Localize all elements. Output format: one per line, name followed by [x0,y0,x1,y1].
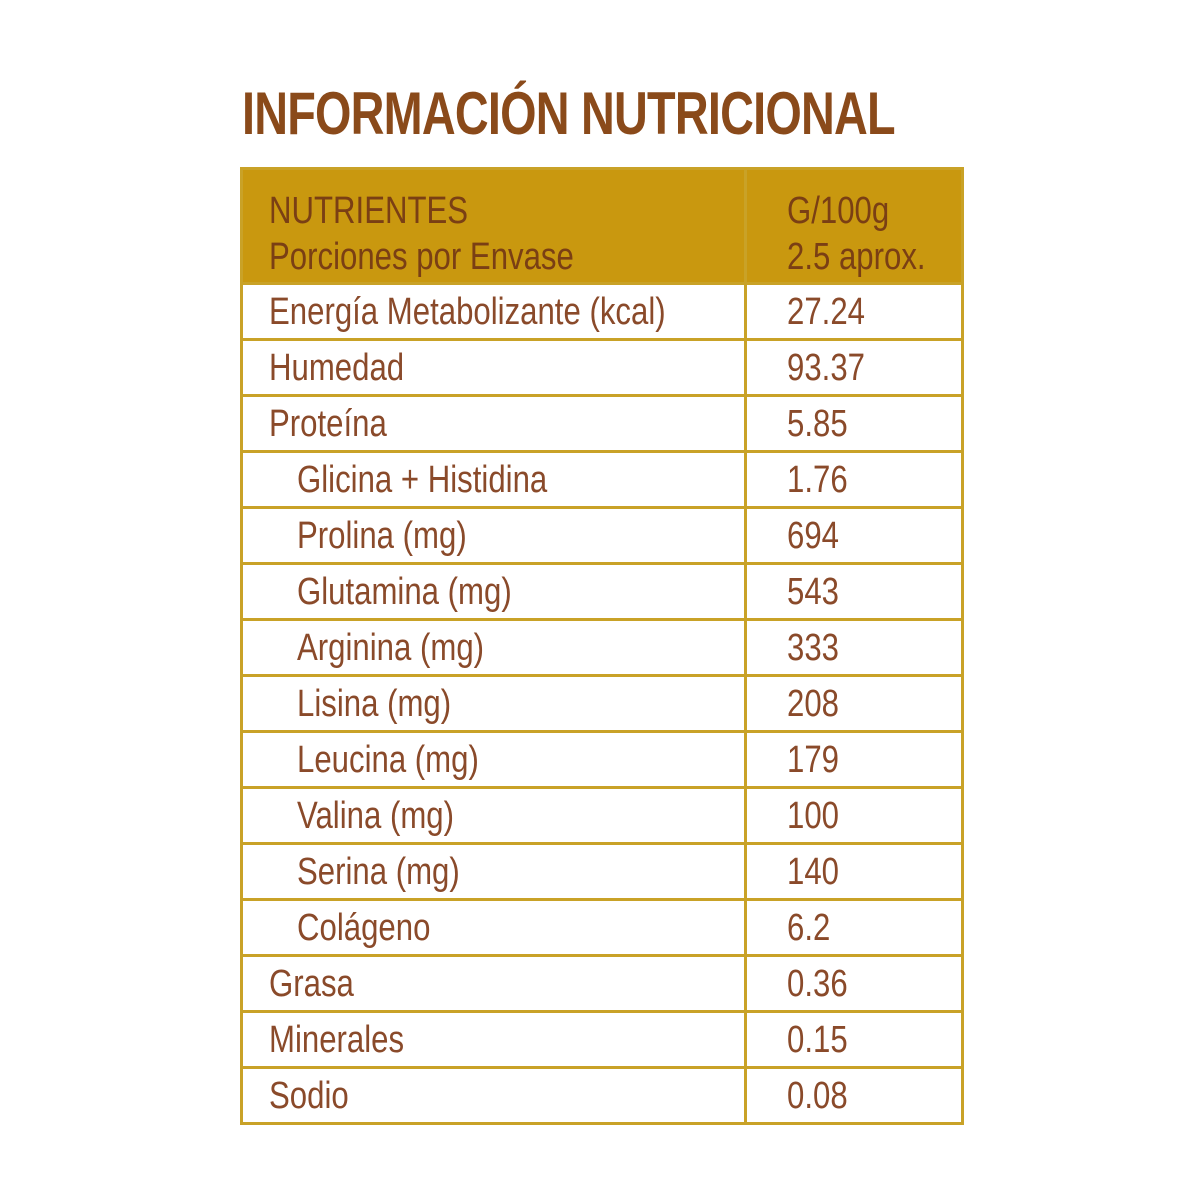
table-row: Proteína 5.85 [243,397,961,453]
table-row: Sodio 0.08 [243,1069,961,1122]
nutrient-name: Glicina + Histidina [297,458,548,501]
nutrient-value-cell: 27.24 [747,285,961,338]
nutrient-name-cell: Arginina (mg) [243,621,747,674]
nutrient-value: 543 [787,570,839,613]
nutrient-value: 208 [787,682,839,725]
nutrient-name: Colágeno [297,906,431,949]
table-row: Valina (mg) 100 [243,789,961,845]
table-row: Serina (mg) 140 [243,845,961,901]
header-amount-cell: G/100g 2.5 aprox. [747,170,961,282]
nutrient-value-cell: 100 [747,789,961,842]
nutrient-value-cell: 6.2 [747,901,961,954]
nutrient-value-cell: 333 [747,621,961,674]
nutrient-name: Valina (mg) [297,794,455,837]
nutrient-name-cell: Humedad [243,341,747,394]
nutrient-value-cell: 179 [747,733,961,786]
nutrient-name-cell: Energía Metabolizante (kcal) [243,285,747,338]
table-row: Arginina (mg) 333 [243,621,961,677]
nutrient-name-cell: Minerales [243,1013,747,1066]
nutrient-name: Humedad [269,346,405,389]
nutrient-name: Sodio [269,1074,349,1117]
nutrient-name: Energía Metabolizante (kcal) [269,290,666,333]
nutrient-value-cell: 93.37 [747,341,961,394]
nutrient-name-cell: Grasa [243,957,747,1010]
nutrient-name-cell: Prolina (mg) [243,509,747,562]
nutrient-value-cell: 0.08 [747,1069,961,1122]
nutrient-name: Leucina (mg) [297,738,479,781]
nutrient-value: 6.2 [787,906,831,949]
nutrient-name: Prolina (mg) [297,514,467,557]
nutrient-value: 100 [787,794,839,837]
page-title: INFORMACIÓN NUTRICIONAL [242,80,896,147]
nutrient-name-cell: Glutamina (mg) [243,565,747,618]
table-row: Energía Metabolizante (kcal) 27.24 [243,285,961,341]
nutrient-value-cell: 5.85 [747,397,961,450]
nutrient-name-cell: Leucina (mg) [243,733,747,786]
table-row: Leucina (mg) 179 [243,733,961,789]
nutrition-table: NUTRIENTES Porciones por Envase G/100g 2… [240,167,964,1125]
nutrient-name-cell: Lisina (mg) [243,677,747,730]
nutrient-name: Minerales [269,1018,405,1061]
header-servings-value: 2.5 aprox. [787,236,926,278]
header-nutrients-cell: NUTRIENTES Porciones por Envase [243,170,747,282]
nutrient-name: Lisina (mg) [297,682,452,725]
nutrient-value-cell: 694 [747,509,961,562]
nutrient-value-cell: 208 [747,677,961,730]
nutrient-value: 0.15 [787,1018,848,1061]
nutrient-value: 1.76 [787,458,848,501]
nutrient-value: 93.37 [787,346,865,389]
nutrient-value: 333 [787,626,839,669]
nutrient-value-cell: 140 [747,845,961,898]
nutrient-name-cell: Sodio [243,1069,747,1122]
nutrient-value: 0.36 [787,962,848,1005]
nutrient-value: 0.08 [787,1074,848,1117]
table-row: Humedad 93.37 [243,341,961,397]
table-row: Glutamina (mg) 543 [243,565,961,621]
table-row: Prolina (mg) 694 [243,509,961,565]
table-row: Colágeno 6.2 [243,901,961,957]
nutrient-name: Glutamina (mg) [297,570,512,613]
header-nutrients-label: NUTRIENTES [269,190,469,232]
nutrient-name-cell: Colágeno [243,901,747,954]
nutrient-name: Grasa [269,962,354,1005]
table-row: Lisina (mg) 208 [243,677,961,733]
table-row: Grasa 0.36 [243,957,961,1013]
nutrient-value-cell: 543 [747,565,961,618]
nutrient-value: 140 [787,850,839,893]
nutrient-name: Arginina (mg) [297,626,485,669]
nutrient-value: 179 [787,738,839,781]
nutrient-value: 694 [787,514,839,557]
nutrient-name-cell: Glicina + Histidina [243,453,747,506]
table-row: Glicina + Histidina 1.76 [243,453,961,509]
nutrient-value-cell: 0.36 [747,957,961,1010]
table-header: NUTRIENTES Porciones por Envase G/100g 2… [243,170,961,285]
nutrient-value: 5.85 [787,402,848,445]
table-row: Minerales 0.15 [243,1013,961,1069]
nutrient-name: Proteína [269,402,387,445]
nutrient-value-cell: 1.76 [747,453,961,506]
nutrient-name-cell: Serina (mg) [243,845,747,898]
nutrient-name-cell: Valina (mg) [243,789,747,842]
header-unit-label: G/100g [787,190,890,232]
nutrient-value-cell: 0.15 [747,1013,961,1066]
header-servings-label: Porciones por Envase [269,236,574,278]
nutrient-name-cell: Proteína [243,397,747,450]
nutrient-name: Serina (mg) [297,850,460,893]
nutrient-value: 27.24 [787,290,865,333]
